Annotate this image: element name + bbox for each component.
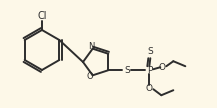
Text: O: O xyxy=(159,63,166,72)
Text: O: O xyxy=(86,72,93,81)
Text: N: N xyxy=(89,42,95,51)
Text: S: S xyxy=(125,66,130,75)
Text: S: S xyxy=(147,47,153,56)
Text: Cl: Cl xyxy=(37,11,47,21)
Text: O: O xyxy=(146,84,153,93)
Text: P: P xyxy=(147,66,152,75)
